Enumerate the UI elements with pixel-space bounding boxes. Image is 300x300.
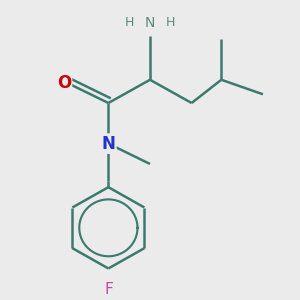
- Text: O: O: [57, 74, 71, 92]
- Text: N: N: [101, 135, 115, 153]
- Text: N: N: [145, 16, 155, 30]
- Text: H: H: [166, 16, 176, 29]
- Text: F: F: [104, 281, 113, 296]
- Text: H: H: [124, 16, 134, 29]
